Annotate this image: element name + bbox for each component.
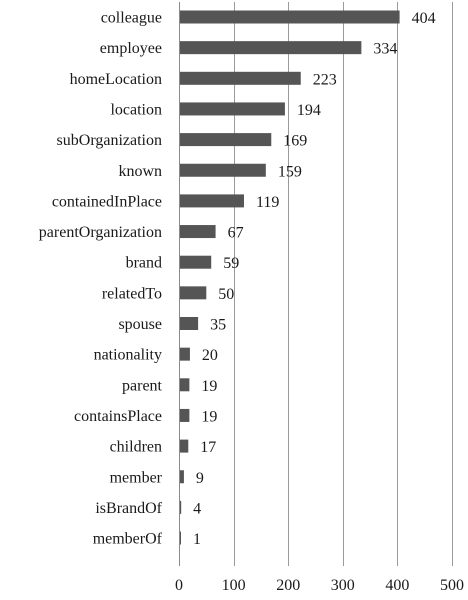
category-label: employee — [100, 40, 162, 57]
bar — [180, 531, 181, 545]
x-tick-label: 0 — [175, 577, 183, 594]
category-label: colleague — [101, 10, 162, 27]
data-label: 50 — [218, 286, 234, 303]
category-label: spouse — [118, 316, 162, 333]
category-label: children — [110, 439, 162, 456]
data-label: 17 — [200, 439, 216, 456]
category-label: subOrganization — [57, 132, 162, 149]
category-label: location — [110, 101, 162, 118]
data-label: 9 — [196, 470, 204, 487]
bars — [180, 10, 400, 545]
bar — [180, 133, 272, 147]
category-label: memberOf — [93, 531, 163, 548]
data-label: 19 — [201, 408, 217, 425]
category-label: nationality — [94, 347, 162, 364]
data-label: 119 — [256, 194, 279, 211]
data-label: 404 — [412, 10, 436, 27]
data-label: 4 — [193, 500, 201, 517]
data-label: 169 — [283, 133, 307, 150]
bar — [180, 470, 184, 484]
bar — [180, 439, 189, 453]
data-label: 67 — [228, 225, 244, 242]
category-label: containedInPlace — [52, 193, 162, 210]
category-label: parent — [122, 377, 163, 394]
data-label: 19 — [201, 378, 217, 395]
data-label: 334 — [373, 41, 397, 58]
category-label: member — [110, 469, 163, 486]
bar — [180, 500, 182, 514]
value-labels: 404 334 223 194 169 159 119 67 59 50 35 20 19 19 17 9 4 1 — [193, 10, 436, 548]
x-tick-label: 300 — [331, 577, 355, 594]
bar — [180, 378, 190, 392]
bar — [180, 255, 212, 269]
data-label: 223 — [313, 71, 337, 88]
category-label: relatedTo — [102, 285, 162, 302]
gridlines — [179, 2, 453, 566]
bar — [180, 163, 266, 177]
data-label: 35 — [210, 317, 226, 334]
x-tick-label: 200 — [276, 577, 300, 594]
category-label: homeLocation — [70, 71, 162, 88]
category-label: containsPlace — [74, 408, 162, 425]
category-label: brand — [126, 255, 162, 272]
category-label: known — [118, 163, 162, 180]
bar — [180, 41, 362, 55]
category-label: parentOrganization — [39, 224, 162, 241]
bar — [180, 408, 190, 422]
data-label: 59 — [223, 255, 239, 272]
category-label: isBrandOf — [95, 500, 162, 517]
x-tick-label: 100 — [222, 577, 246, 594]
bar — [180, 102, 285, 116]
bar — [180, 10, 400, 24]
bar — [180, 194, 244, 208]
data-label: 159 — [278, 163, 302, 180]
bar — [180, 347, 190, 361]
x-tick-label: 400 — [385, 577, 409, 594]
category-labels: colleague employee homeLocation location sub… — [39, 10, 163, 548]
bar — [180, 286, 207, 300]
data-label: 1 — [193, 531, 201, 548]
bar — [180, 225, 216, 239]
bar — [180, 317, 199, 330]
data-label: 194 — [297, 102, 321, 119]
x-axis-ticks: 0 100 200 300 400 500 — [175, 577, 464, 594]
data-label: 20 — [202, 347, 218, 364]
x-tick-label: 500 — [440, 577, 464, 594]
bar — [180, 71, 301, 85]
